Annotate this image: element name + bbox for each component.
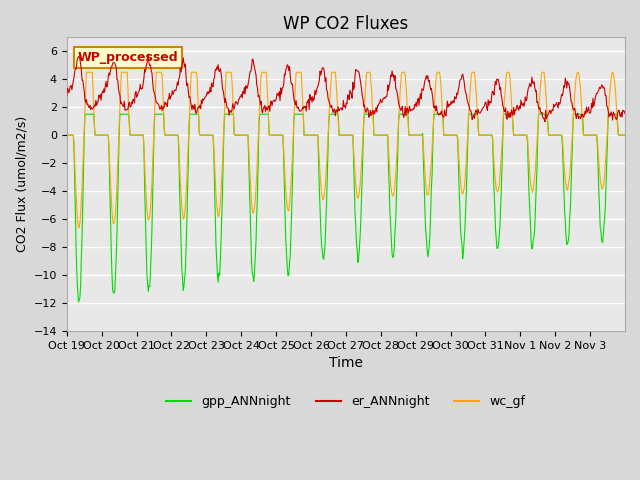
Y-axis label: CO2 Flux (umol/m2/s): CO2 Flux (umol/m2/s) xyxy=(15,116,28,252)
Text: WP_processed: WP_processed xyxy=(78,51,179,64)
X-axis label: Time: Time xyxy=(329,356,363,370)
Legend: gpp_ANNnight, er_ANNnight, wc_gf: gpp_ANNnight, er_ANNnight, wc_gf xyxy=(161,390,531,413)
Title: WP CO2 Fluxes: WP CO2 Fluxes xyxy=(284,15,408,33)
